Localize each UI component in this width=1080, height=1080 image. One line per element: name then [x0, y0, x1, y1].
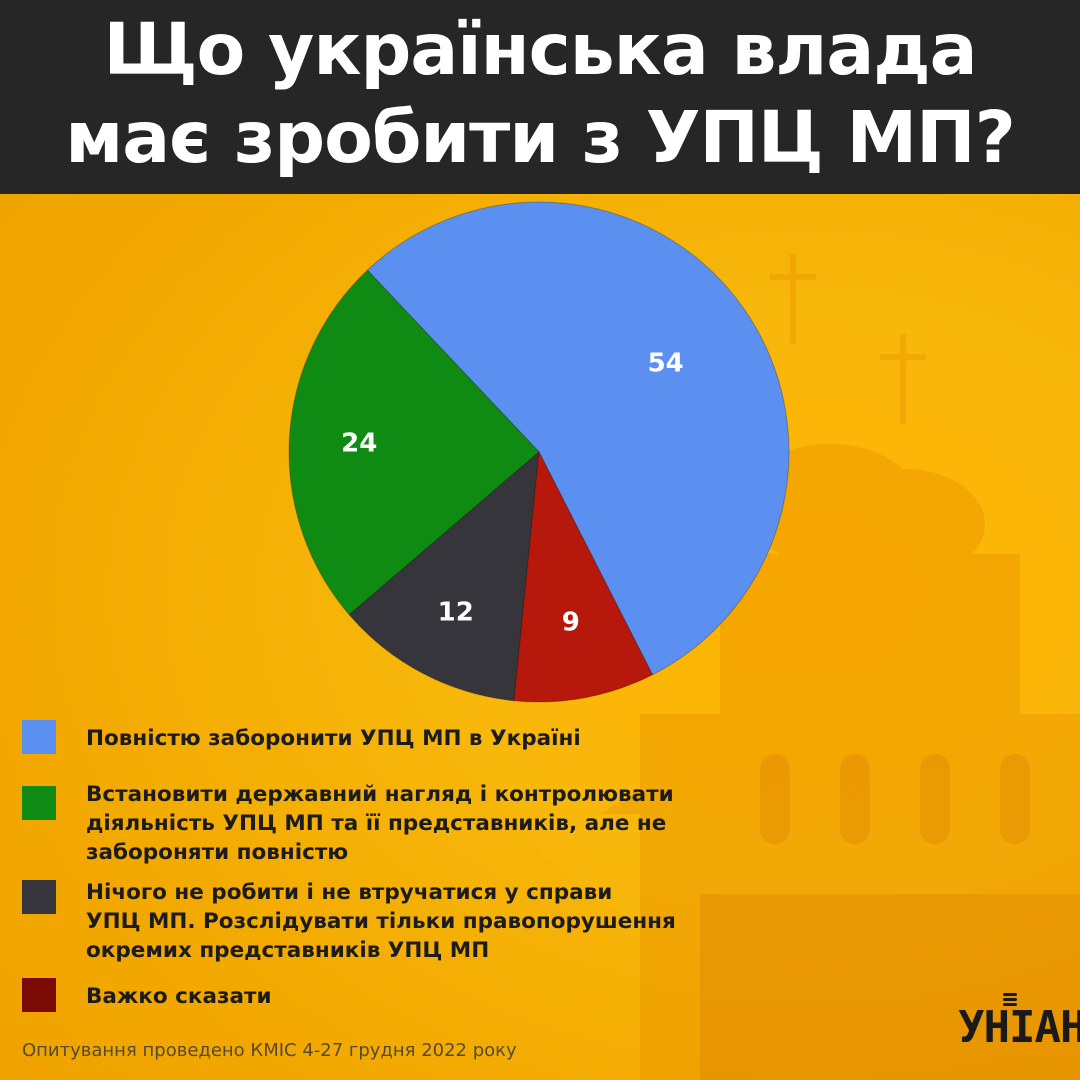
- legend-swatch-green: [22, 786, 56, 820]
- legend-swatch-blue: [22, 720, 56, 754]
- legend-line: Нічого не робити і не втручатися у справ…: [86, 880, 613, 905]
- legend-line: забороняти повністю: [86, 840, 349, 865]
- legend-swatch-dark: [22, 880, 56, 914]
- pie-value-label: 9: [562, 608, 580, 638]
- survey-footnote: Опитування проведено КМІС 4-27 грудня 20…: [22, 1040, 517, 1061]
- title-line-2: має зробити з УПЦ МП?: [65, 96, 1016, 179]
- pie-slice-hard-to-say: [513, 450, 654, 703]
- pie-labels: 54 24 12 9: [341, 349, 684, 638]
- legend-line: Повністю заборонити УПЦ МП в Україні: [86, 726, 581, 751]
- pie-value-label: 54: [648, 349, 684, 379]
- pie-slice-nothing: [348, 450, 540, 702]
- legend-line: Встановити державний нагляд і контролюва…: [86, 782, 674, 807]
- microphone-icon: [1003, 993, 1017, 1006]
- logo-text: УНІАН: [958, 1002, 1080, 1053]
- pie-slice-ban: [366, 201, 790, 676]
- pie-value-label: 24: [341, 429, 377, 459]
- page-title: Що українська влада має зробити з УПЦ МП…: [0, 0, 1080, 182]
- legend-line: Важко сказати: [86, 984, 272, 1009]
- title-line-1: Що українська влада: [103, 8, 977, 91]
- pie-value-label: 12: [438, 598, 474, 628]
- legend-label-hard-to-say: Важко сказати: [86, 982, 726, 1011]
- legend-line: діяльність УПЦ МП та її представників, а…: [86, 811, 667, 836]
- legend-swatch-red: [22, 978, 56, 1012]
- legend-label-ban: Повністю заборонити УПЦ МП в Україні: [86, 724, 726, 753]
- legend-label-supervise: Встановити державний нагляд і контролюва…: [86, 780, 726, 867]
- pie-slice-supervise: [288, 269, 540, 616]
- header-bar: Що українська влада має зробити з УПЦ МП…: [0, 0, 1080, 194]
- pie-slices: [288, 201, 790, 703]
- legend-line: окремих представників УПЦ МП: [86, 938, 490, 963]
- legend-line: УПЦ МП. Розслідувати тільки правопорушен…: [86, 909, 676, 934]
- legend-label-nothing: Нічого не робити і не втручатися у справ…: [86, 878, 726, 965]
- unian-logo: УНІАН: [958, 992, 1080, 1064]
